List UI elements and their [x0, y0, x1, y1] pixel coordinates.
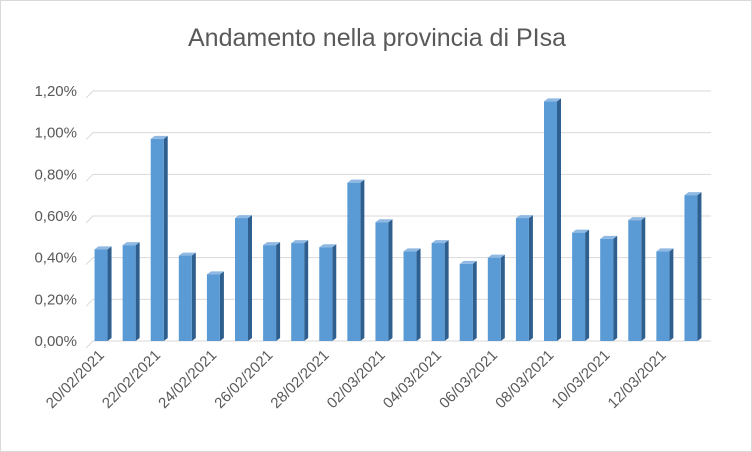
bar — [684, 192, 702, 341]
x-tick-label: 20/02/2021 — [43, 347, 108, 412]
bar — [122, 242, 140, 341]
x-tick-label: 10/03/2021 — [548, 347, 613, 412]
bar — [263, 242, 281, 341]
y-tick-label: 0,60% — [34, 208, 77, 225]
bar — [94, 246, 112, 341]
x-tick-label: 22/02/2021 — [99, 347, 164, 412]
x-tick-label: 12/03/2021 — [605, 347, 670, 412]
y-tick-label: 1,00% — [34, 125, 77, 142]
bar — [431, 240, 449, 341]
y-tick-label: 1,20% — [34, 83, 77, 100]
bar — [375, 219, 393, 341]
y-tick-label: 0,00% — [34, 333, 77, 350]
gridline — [85, 90, 711, 99]
bar — [150, 135, 168, 341]
gridline — [85, 257, 711, 266]
y-tick-label: 0,40% — [34, 250, 77, 267]
bar — [515, 215, 533, 341]
bars — [94, 98, 702, 342]
bar — [291, 240, 309, 341]
gridline — [85, 215, 711, 224]
y-axis-tick-labels: 0,00% 0,20% 0,40% 0,60% 0,80% 1,00% 1,20% — [34, 83, 77, 350]
x-tick-label: 06/03/2021 — [436, 347, 501, 412]
chart-title: Andamento nella provincia di PIsa — [188, 24, 566, 52]
bar — [206, 271, 224, 341]
bar — [235, 215, 252, 341]
bar — [544, 98, 561, 342]
gridlines — [85, 90, 711, 349]
x-tick-label: 26/02/2021 — [211, 347, 276, 412]
bar — [459, 260, 477, 341]
bar — [178, 252, 196, 341]
gridline — [85, 340, 711, 349]
x-tick-label: 24/02/2021 — [155, 347, 220, 412]
bar — [319, 244, 337, 341]
x-tick-label: 28/02/2021 — [267, 347, 332, 412]
bar — [347, 179, 365, 341]
gridline — [85, 132, 711, 141]
bar — [403, 248, 421, 341]
x-axis-tick-labels: 20/02/202122/02/202124/02/202126/02/2021… — [43, 347, 670, 412]
bar — [656, 248, 674, 341]
bar — [572, 229, 590, 341]
x-tick-label: 04/03/2021 — [380, 347, 445, 412]
bar — [628, 217, 646, 341]
x-tick-label: 08/03/2021 — [492, 347, 557, 412]
gridline — [85, 173, 711, 182]
x-tick-label: 02/03/2021 — [324, 347, 389, 412]
y-tick-label: 0,20% — [34, 291, 77, 308]
gridline — [85, 298, 711, 307]
bar — [600, 235, 618, 341]
bar — [487, 254, 505, 341]
y-tick-label: 0,80% — [34, 166, 77, 183]
